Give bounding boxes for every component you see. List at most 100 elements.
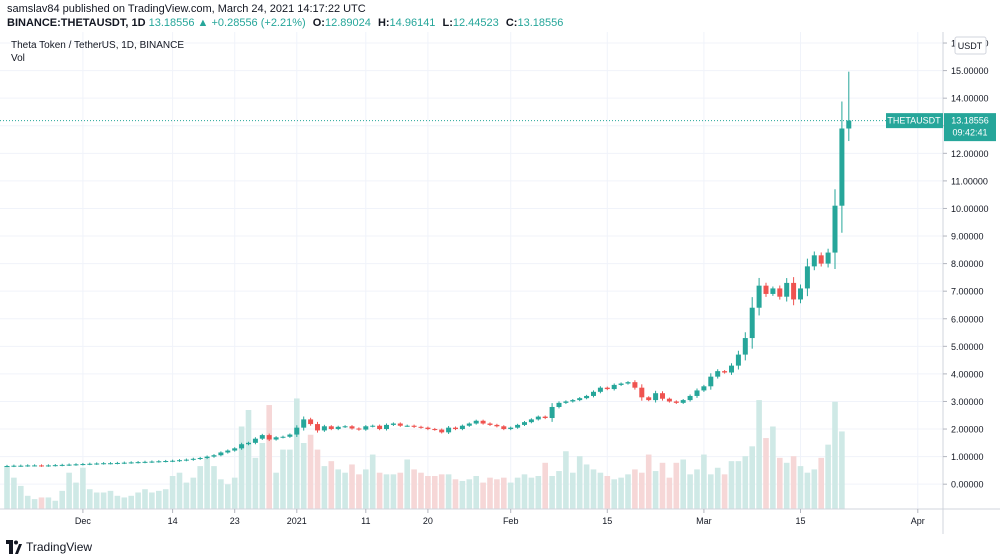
candle-body — [473, 420, 479, 424]
candle-body — [735, 354, 741, 366]
volume-bar — [825, 444, 831, 509]
candle-body — [190, 458, 196, 460]
candle-body — [218, 452, 224, 456]
candle-body — [149, 461, 155, 463]
candle-body — [404, 425, 410, 427]
volume-bar — [770, 426, 776, 509]
time-axis[interactable]: Dec 14 23 2021 11 20 Feb 15 Mar 15 Apr — [75, 509, 925, 526]
volume-bar — [507, 482, 514, 509]
candle-body — [418, 426, 424, 428]
candle-body — [804, 266, 810, 289]
candle-body — [570, 400, 576, 402]
candle-body — [287, 434, 293, 437]
ohlc-line: BINANCE:THETAUSDT, 1D 13.18556 ▲ +0.2855… — [7, 17, 563, 29]
candle-body — [183, 459, 189, 461]
volume-bar — [501, 477, 507, 509]
candle-body — [370, 425, 376, 427]
y-tick-label: 5.00000 — [951, 342, 984, 352]
volume-bar — [570, 472, 576, 509]
price-change: ▲ +0.28556 (+2.21%) — [197, 17, 306, 29]
volume-bar — [211, 466, 217, 509]
volume-bar — [411, 469, 417, 509]
volume-bar — [666, 477, 673, 509]
currency-box[interactable] — [954, 36, 987, 55]
y-tick-label: 10.00000 — [951, 204, 989, 214]
volume-bar — [273, 472, 279, 509]
candle-body — [459, 425, 465, 430]
candle-body — [280, 436, 286, 438]
volume-bar — [790, 456, 797, 509]
candle-body — [4, 465, 10, 467]
candle-body — [715, 371, 721, 377]
candle-body — [128, 462, 134, 464]
candle-body — [321, 426, 327, 431]
y-tick-label: 12.00000 — [951, 149, 989, 159]
volume-bar — [783, 462, 790, 509]
price-tag-countdown: 09:42:41 — [952, 128, 987, 138]
x-tick-label: 14 — [168, 516, 178, 526]
volume-bar — [259, 443, 266, 509]
candle-body — [349, 426, 355, 429]
candle-body — [94, 463, 100, 465]
candle-body — [177, 460, 182, 462]
volume-bar — [583, 464, 590, 509]
price-chart[interactable]: 16.0000015.0000014.0000013.0000012.00000… — [0, 32, 1000, 534]
candle-body — [673, 401, 679, 403]
volume-bar — [59, 490, 65, 509]
candle-body — [142, 461, 148, 463]
candle-body — [515, 424, 521, 428]
candle-body — [742, 338, 748, 355]
volume-bar — [404, 459, 410, 509]
volume-bar — [197, 466, 203, 509]
candle-body — [798, 288, 803, 300]
volume-bar — [749, 446, 755, 509]
candle-body — [135, 462, 141, 464]
close-label: C: — [505, 17, 518, 29]
candle-body — [80, 464, 86, 466]
volume-bar — [432, 476, 438, 509]
volume-bar — [763, 438, 769, 509]
candle-body — [197, 457, 203, 459]
volume-bar — [356, 474, 362, 509]
x-tick-label: 2021 — [287, 516, 307, 526]
volume-bar — [4, 466, 10, 509]
last-price: 13.18556 — [148, 17, 195, 29]
volume-bar — [294, 398, 300, 509]
candle-body — [73, 464, 79, 466]
x-tick-label: 11 — [361, 516, 370, 526]
candle-body — [846, 120, 852, 129]
volume-bar — [342, 472, 348, 509]
volume-bar — [832, 401, 838, 509]
volume-bar — [639, 472, 645, 509]
volume-bar — [225, 484, 231, 509]
volume-bar — [328, 461, 335, 509]
volume-bar — [266, 405, 272, 509]
volume-bar — [811, 469, 818, 509]
candle-body — [308, 419, 314, 425]
candle-body — [232, 448, 238, 451]
candle-body — [770, 288, 776, 294]
volume-bar — [231, 477, 238, 509]
candle-body — [439, 429, 445, 433]
candle-body — [660, 393, 665, 399]
volume-bar — [494, 479, 500, 509]
chart-area[interactable]: 16.0000015.0000014.0000013.0000012.00000… — [0, 32, 1000, 534]
currency-label[interactable]: USDT — [958, 41, 983, 51]
volume-bar — [183, 482, 190, 509]
x-tick-label: Feb — [503, 516, 519, 526]
low-label: L: — [442, 17, 453, 29]
candle-body — [480, 420, 486, 424]
candle-body — [763, 285, 769, 294]
candle-body — [384, 424, 389, 430]
volume-bar — [701, 454, 707, 509]
chart-legend-title: Theta Token / TetherUS, 1D, BINANCE — [11, 40, 184, 51]
volume-bar — [349, 464, 355, 509]
candle-body — [522, 422, 527, 425]
volume-bar — [687, 474, 693, 509]
candle-body — [597, 387, 603, 392]
volume-bar — [542, 462, 548, 509]
y-tick-label: 8.00000 — [951, 259, 984, 269]
candle-body — [266, 435, 272, 440]
volume-bar — [363, 469, 369, 509]
high-label: H: — [377, 17, 390, 29]
